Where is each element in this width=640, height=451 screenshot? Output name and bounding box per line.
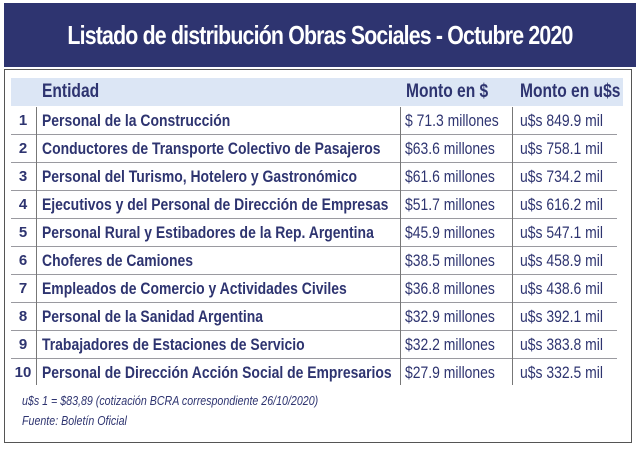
row-number: 7 bbox=[18, 280, 28, 297]
table-row: 7 Empleados de Comercio y Actividades Civ… bbox=[11, 275, 623, 303]
row-entity: Conductores de Transporte Colectivo de P… bbox=[42, 139, 381, 158]
column-divider-ars bbox=[400, 107, 401, 385]
row-amount-ars: $27.9 millones bbox=[405, 363, 495, 382]
table-row: 4 Ejecutivos y del Personal de Dirección … bbox=[11, 191, 623, 219]
row-amount-ars: $ 71.3 millones bbox=[405, 111, 499, 130]
row-number: 1 bbox=[18, 112, 28, 129]
row-amount-ars: $63.6 millones bbox=[405, 139, 495, 158]
table-row: 9 Trabajadores de Estaciones de Servicio $… bbox=[11, 331, 623, 359]
row-entity: Personal Rural y Estibadores de la Rep. … bbox=[42, 223, 374, 242]
header-usd: Monto en u$s bbox=[520, 81, 621, 102]
row-number: 8 bbox=[18, 308, 28, 325]
header-entity: Entidad bbox=[42, 81, 100, 102]
table-header: Entidad Monto en $ Monto en u$s bbox=[11, 78, 623, 106]
row-separator bbox=[11, 134, 617, 135]
row-separator bbox=[11, 190, 617, 191]
row-amount-ars: $32.9 millones bbox=[405, 307, 495, 326]
row-amount-usd: u$s 758.1 mil bbox=[520, 139, 603, 158]
row-amount-usd: u$s 734.2 mil bbox=[520, 167, 603, 186]
table-row: 3 Personal del Turismo, Hotelero y Gastro… bbox=[11, 163, 623, 191]
row-amount-usd: u$s 332.5 mil bbox=[520, 363, 603, 382]
row-number: 2 bbox=[18, 140, 28, 157]
column-divider-num bbox=[36, 107, 37, 385]
row-number: 3 bbox=[18, 168, 28, 185]
row-amount-usd: u$s 547.1 mil bbox=[520, 223, 603, 242]
column-divider-usd bbox=[512, 107, 513, 385]
row-separator bbox=[11, 246, 617, 247]
row-amount-ars: $61.6 millones bbox=[405, 167, 495, 186]
row-entity: Ejecutivos y del Personal de Dirección d… bbox=[42, 195, 389, 214]
row-number: 5 bbox=[18, 224, 28, 241]
exchange-note: u$s 1 = $83,89 (cotización BCRA correspo… bbox=[22, 393, 319, 408]
row-entity: Personal de la Construcción bbox=[42, 111, 231, 130]
row-amount-ars: $38.5 millones bbox=[405, 251, 495, 270]
row-number: 9 bbox=[18, 336, 28, 353]
row-amount-usd: u$s 438.6 mil bbox=[520, 279, 603, 298]
row-separator bbox=[11, 330, 617, 331]
header-ars: Monto en $ bbox=[406, 81, 489, 102]
row-amount-usd: u$s 849.9 mil bbox=[520, 111, 603, 130]
row-separator bbox=[11, 162, 617, 163]
table-row: 8 Personal de la Sanidad Argentina $32.9 m… bbox=[11, 303, 623, 331]
row-amount-usd: u$s 383.8 mil bbox=[520, 335, 603, 354]
row-amount-usd: u$s 458.9 mil bbox=[520, 251, 603, 270]
row-amount-usd: u$s 616.2 mil bbox=[520, 195, 603, 214]
row-separator bbox=[11, 274, 617, 275]
row-amount-ars: $51.7 millones bbox=[405, 195, 495, 214]
table-row: 6 Choferes de Camiones $38.5 millones u$s 4… bbox=[11, 247, 623, 275]
table-row: 2 Conductores de Transporte Colectivo de … bbox=[11, 135, 623, 163]
source-note: Fuente: Boletín Oficial bbox=[22, 413, 127, 428]
row-entity: Choferes de Camiones bbox=[42, 251, 194, 270]
row-separator bbox=[11, 302, 617, 303]
table-frame bbox=[4, 69, 632, 443]
row-entity: Personal de Dirección Acción Social de E… bbox=[42, 363, 392, 382]
table-row: 10 Personal de Dirección Acción Social de… bbox=[11, 359, 623, 387]
title-banner: Listado de distribución Obras Sociales -… bbox=[4, 3, 636, 67]
row-entity: Personal de la Sanidad Argentina bbox=[42, 307, 264, 326]
row-entity: Personal del Turismo, Hotelero y Gastron… bbox=[42, 167, 358, 186]
row-separator bbox=[11, 358, 617, 359]
table-row: 1 Personal de la Construcción $ 71.3 millo… bbox=[11, 107, 623, 135]
row-amount-ars: $32.2 millones bbox=[405, 335, 495, 354]
row-amount-usd: u$s 392.1 mil bbox=[520, 307, 603, 326]
row-amount-ars: $45.9 millones bbox=[405, 223, 495, 242]
table-row: 5 Personal Rural y Estibadores de la Rep.… bbox=[11, 219, 623, 247]
row-number: 6 bbox=[18, 252, 28, 269]
page-title: Listado de distribución Obras Sociales -… bbox=[67, 19, 573, 50]
row-entity: Trabajadores de Estaciones de Servicio bbox=[42, 335, 305, 354]
row-number: 10 bbox=[14, 364, 32, 381]
row-amount-ars: $36.8 millones bbox=[405, 279, 495, 298]
row-separator bbox=[11, 218, 617, 219]
row-entity: Empleados de Comercio y Actividades Civi… bbox=[42, 279, 347, 298]
row-number: 4 bbox=[18, 196, 28, 213]
